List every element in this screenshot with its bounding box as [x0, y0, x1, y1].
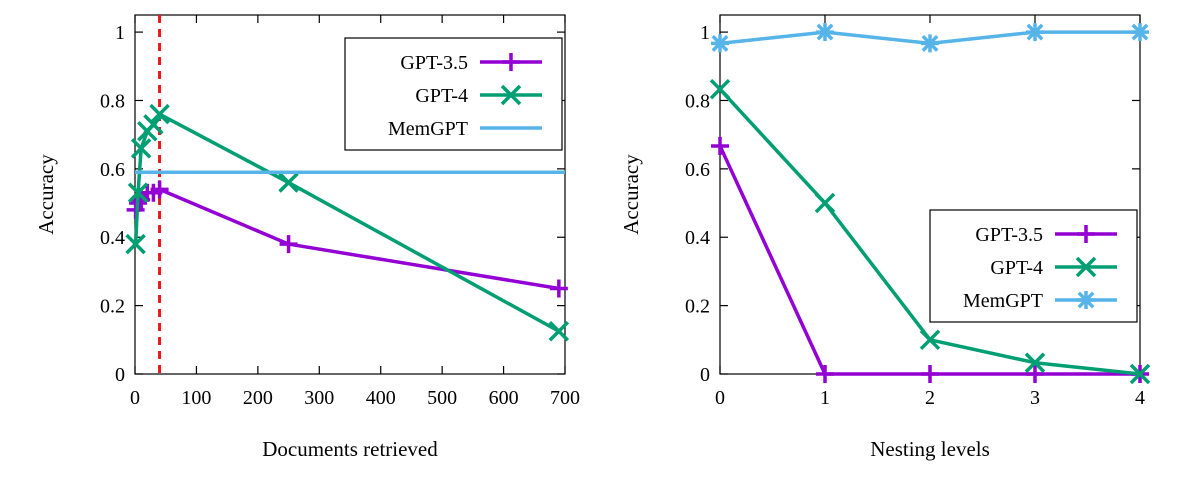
data-point	[711, 34, 729, 53]
y-axis-title: Accuracy	[619, 154, 643, 235]
x-tick-label: 1	[820, 387, 830, 409]
chart-2: 0 0.2 0.4 0.6 0.8 1 0 1 2 3 4 Nesting levels Accurac…	[619, 14, 1151, 461]
data-point	[711, 136, 729, 155]
legend-label: MemGPT	[388, 118, 468, 140]
series-gpt-3-5	[711, 136, 1149, 383]
legend-marker	[1077, 225, 1095, 243]
data-point	[1129, 363, 1151, 385]
x-tick-label: 600	[489, 387, 519, 409]
y-tick-label: 0.8	[100, 90, 125, 112]
x-tick-label: 700	[550, 387, 580, 409]
y-tick-label: 0.4	[685, 227, 710, 249]
data-point	[1026, 23, 1044, 42]
data-point	[143, 114, 164, 135]
data-point	[816, 23, 834, 42]
series-gpt-4	[709, 78, 1151, 385]
x-axis-title: Documents retrieved	[262, 437, 438, 461]
y-tick-label: 1	[700, 22, 710, 44]
legend-label: GPT-4	[415, 85, 468, 107]
x-tick-label: 400	[366, 387, 396, 409]
legend: GPT-3.5 GPT-4 MemGPT	[929, 209, 1138, 323]
y-tick-label: 0.2	[685, 296, 710, 318]
data-point	[278, 172, 299, 193]
y-tick-label: 0.2	[100, 296, 125, 318]
y-tick-label: 0.8	[685, 90, 710, 112]
y-tick-label: 0.6	[100, 159, 125, 181]
data-point	[149, 103, 170, 125]
x-tick-label: 300	[304, 387, 334, 409]
y-tick-label: 0	[700, 364, 710, 386]
data-point	[548, 321, 570, 342]
legend-label: GPT-4	[990, 257, 1043, 279]
y-axis-title: Accuracy	[34, 154, 58, 235]
x-tick-label: 0	[130, 387, 140, 409]
data-point	[279, 235, 298, 254]
data-point	[919, 329, 941, 351]
x-tick-label: 2	[925, 387, 935, 409]
legend-marker	[1075, 256, 1097, 278]
legend-label: MemGPT	[963, 290, 1043, 312]
legend-marker	[1077, 291, 1095, 309]
x-axis-title: Nesting levels	[870, 437, 990, 461]
data-point	[125, 233, 146, 255]
data-point	[1024, 352, 1046, 373]
chart-1: 0 0.2 0.4 0.6 0.8 1 0 100 200 300 400 500 600 700 Docu…	[34, 14, 580, 461]
series-line	[133, 187, 560, 291]
series-memgpt	[711, 23, 1149, 53]
y-tick-label: 0.4	[100, 227, 125, 249]
data-point	[709, 78, 731, 100]
y-tick-label: 1	[115, 22, 125, 44]
data-point	[921, 34, 939, 53]
x-tick-label: 4	[1135, 387, 1145, 409]
legend-label: GPT-3.5	[975, 224, 1043, 246]
x-tick-label: 3	[1030, 387, 1040, 409]
x-tick-label: 500	[427, 387, 457, 409]
legend-label: GPT-3.5	[400, 52, 468, 74]
x-tick-label: 200	[243, 387, 273, 409]
data-point	[816, 365, 834, 383]
data-point	[1131, 23, 1149, 42]
data-point	[150, 180, 169, 199]
y-tick-label: 0	[115, 364, 125, 386]
legend: GPT-3.5 GPT-4 MemGPT	[344, 37, 563, 151]
data-point	[1026, 365, 1044, 383]
y-tick-label: 0.6	[685, 159, 710, 181]
data-point	[921, 365, 939, 383]
data-point	[549, 279, 568, 298]
data-point	[130, 138, 152, 159]
x-tick-label: 0	[715, 387, 725, 409]
series-gpt-3-5	[126, 180, 568, 298]
data-point	[814, 192, 836, 214]
data-point	[127, 182, 149, 204]
x-tick-label: 100	[181, 387, 211, 409]
legend-marker	[502, 53, 520, 71]
legend-marker	[500, 84, 522, 106]
